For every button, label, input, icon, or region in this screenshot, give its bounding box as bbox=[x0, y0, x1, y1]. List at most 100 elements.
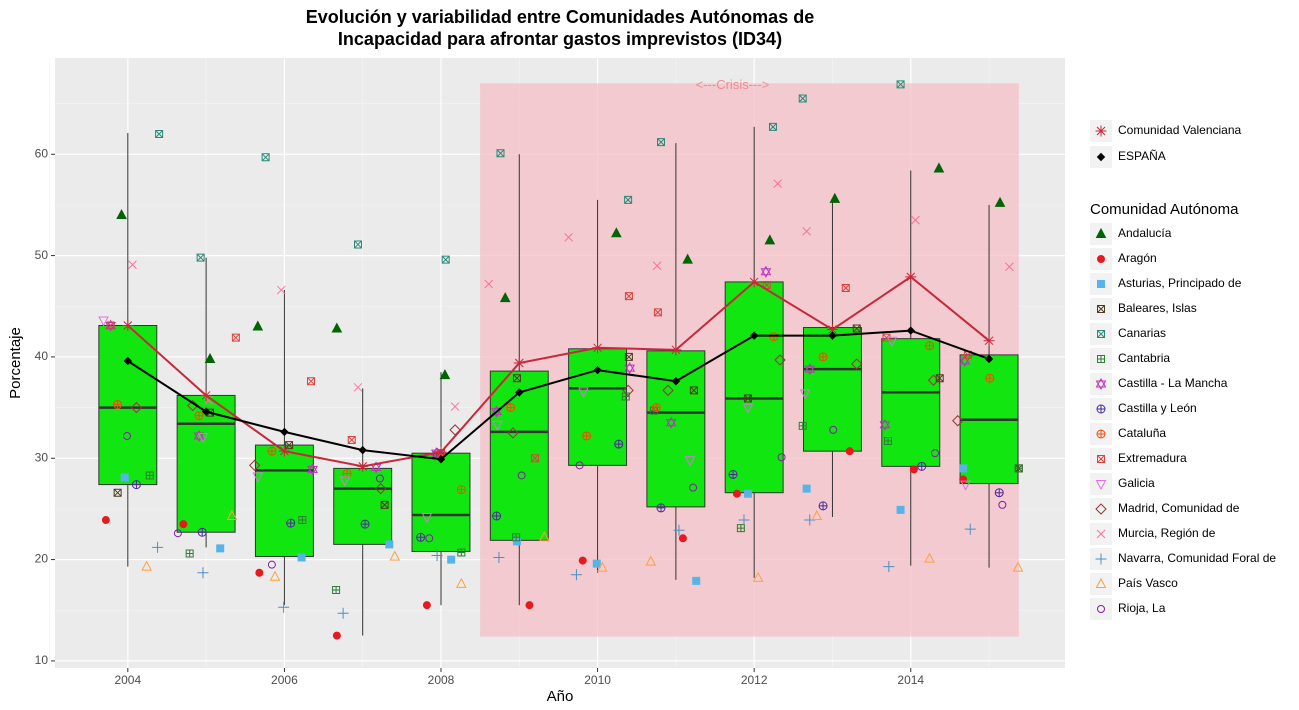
point bbox=[984, 354, 994, 364]
point bbox=[354, 240, 362, 249]
point bbox=[960, 480, 971, 491]
point bbox=[193, 429, 205, 442]
point bbox=[179, 520, 188, 529]
point bbox=[764, 234, 776, 245]
point bbox=[1005, 262, 1014, 272]
point bbox=[286, 518, 296, 528]
point bbox=[959, 475, 968, 484]
point bbox=[456, 577, 467, 588]
legend-label: País Vasco bbox=[1118, 576, 1178, 590]
point bbox=[752, 571, 764, 582]
point bbox=[197, 432, 209, 444]
point bbox=[332, 585, 341, 594]
point bbox=[818, 352, 828, 362]
point bbox=[331, 322, 343, 333]
point bbox=[385, 540, 394, 549]
point bbox=[113, 400, 123, 410]
point bbox=[530, 454, 539, 463]
point bbox=[884, 437, 893, 446]
chart-title: Incapacidad para afrontar gastos imprevi… bbox=[338, 29, 782, 49]
legend-marker bbox=[1096, 529, 1106, 539]
point bbox=[760, 265, 772, 278]
point bbox=[738, 514, 750, 526]
point bbox=[927, 374, 940, 386]
legend-label: Galicia bbox=[1118, 476, 1155, 490]
point bbox=[492, 511, 502, 521]
point bbox=[539, 531, 550, 542]
point bbox=[457, 548, 466, 557]
box bbox=[802, 327, 862, 452]
point bbox=[513, 357, 525, 369]
legend-marker bbox=[1097, 355, 1105, 363]
point bbox=[773, 179, 783, 189]
point bbox=[512, 374, 521, 383]
point bbox=[689, 386, 698, 395]
point bbox=[624, 292, 633, 301]
point bbox=[879, 418, 891, 431]
point bbox=[307, 463, 318, 476]
point bbox=[484, 279, 494, 289]
y-tick-label: 50 bbox=[35, 248, 49, 262]
point bbox=[196, 253, 205, 262]
legend-key bbox=[1090, 598, 1112, 620]
y-tick-label: 20 bbox=[35, 552, 49, 566]
point bbox=[298, 516, 307, 525]
point bbox=[123, 356, 133, 366]
point bbox=[101, 516, 110, 525]
point bbox=[829, 425, 838, 434]
y-tick-label: 60 bbox=[35, 146, 49, 160]
point bbox=[811, 509, 823, 521]
point bbox=[826, 324, 838, 336]
point bbox=[375, 474, 384, 483]
point bbox=[204, 352, 216, 363]
point bbox=[285, 441, 294, 450]
point bbox=[342, 468, 352, 478]
point bbox=[985, 373, 995, 383]
point bbox=[113, 488, 122, 497]
point bbox=[347, 436, 356, 445]
point bbox=[736, 524, 745, 533]
point bbox=[732, 489, 741, 498]
point bbox=[436, 455, 446, 464]
point bbox=[493, 552, 505, 564]
point bbox=[512, 533, 521, 542]
point bbox=[358, 445, 367, 455]
legend-marker bbox=[1095, 480, 1107, 491]
point bbox=[515, 388, 524, 397]
x-tick-label: 2014 bbox=[897, 673, 924, 687]
point bbox=[512, 537, 521, 546]
legend-key bbox=[1090, 473, 1112, 495]
legend-marker bbox=[1095, 577, 1107, 588]
point bbox=[252, 472, 264, 483]
point bbox=[575, 461, 584, 470]
point bbox=[682, 253, 693, 264]
point bbox=[670, 344, 682, 356]
point bbox=[231, 333, 240, 342]
point bbox=[959, 464, 968, 473]
point bbox=[578, 556, 587, 565]
legend-label: Castilla y León bbox=[1118, 401, 1197, 415]
point bbox=[651, 403, 661, 413]
point bbox=[614, 439, 624, 449]
point bbox=[671, 377, 681, 386]
point bbox=[645, 555, 657, 566]
legend-marker bbox=[1095, 377, 1107, 391]
point bbox=[353, 382, 363, 392]
point bbox=[200, 389, 212, 401]
point bbox=[804, 514, 816, 526]
box bbox=[646, 350, 706, 508]
point bbox=[360, 519, 370, 529]
point bbox=[657, 138, 665, 147]
point bbox=[152, 541, 164, 553]
point bbox=[425, 534, 434, 543]
line bbox=[127, 275, 990, 468]
y-tick-label: 10 bbox=[35, 653, 49, 667]
point bbox=[337, 607, 349, 619]
point bbox=[931, 449, 940, 458]
point bbox=[743, 394, 752, 403]
line bbox=[127, 329, 990, 461]
point bbox=[624, 195, 633, 204]
point bbox=[798, 94, 807, 103]
legend-label: Asturias, Principado de bbox=[1118, 276, 1242, 290]
